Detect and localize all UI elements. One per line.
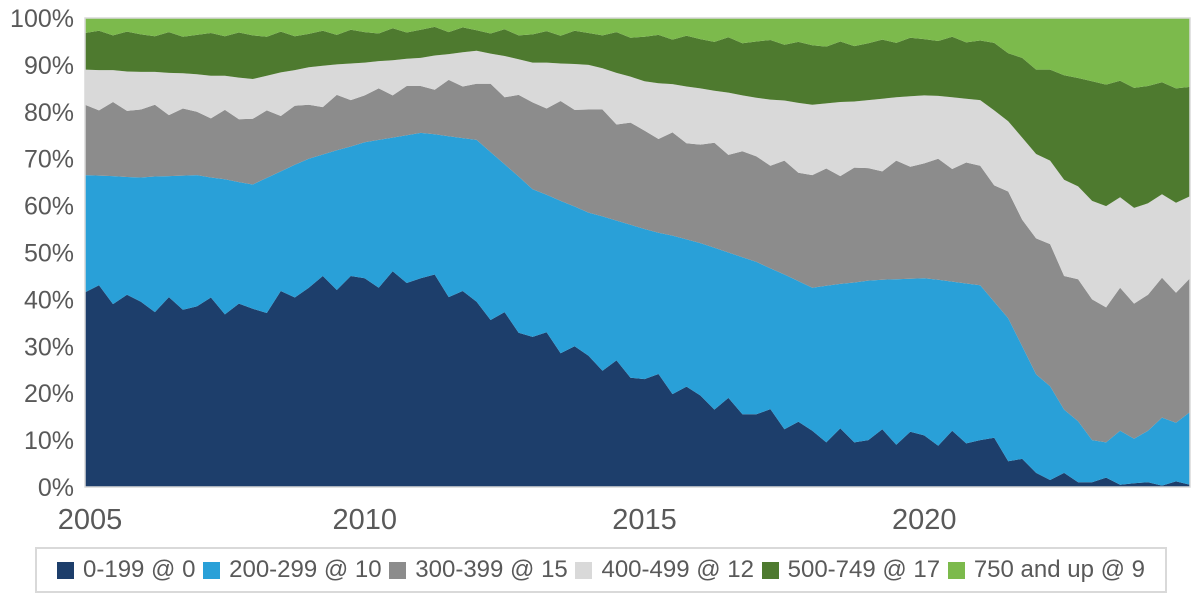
legend-label-300-399: 300-399 @ 15: [415, 556, 568, 583]
x-axis-tick-label: 2010: [332, 504, 397, 536]
y-axis-tick-label: 90%: [24, 52, 74, 80]
y-axis-tick-label: 0%: [38, 474, 74, 502]
y-axis-tick-label: 70%: [24, 146, 74, 174]
legend-label-0-199: 0-199 @ 0: [83, 556, 196, 583]
y-axis-tick-label: 40%: [24, 286, 74, 314]
y-axis-tick-label: 20%: [24, 380, 74, 408]
legend-item-200-299: 200-299 @ 10: [203, 556, 382, 583]
y-axis-tick-label: 60%: [24, 193, 74, 221]
legend-swatch-400-499: [575, 561, 593, 579]
area-band-750-and-up-9: [85, 18, 1190, 89]
legend-item-0-199: 0-199 @ 0: [57, 558, 195, 582]
area-band-200-299-10: [85, 132, 1190, 486]
legend-item-400-499: 400-499 @ 12: [575, 556, 754, 583]
legend-swatch-200-299: [203, 561, 221, 579]
y-axis-tick-label: 10%: [24, 427, 74, 455]
legend-item-300-399: 300-399 @ 15: [389, 556, 568, 583]
legend-item-750-up: 750 and up @ 9: [947, 556, 1145, 583]
x-axis-tick-label: 2020: [892, 504, 957, 536]
area-band-500-749-17: [85, 26, 1190, 208]
legend-swatch-500-749: [761, 561, 779, 579]
stacked-area-chart: 0% 10% 20% 30% 40% 50% 60% 70% 80% 90% 100% 2005 201…: [10, 5, 1191, 536]
legend-item-500-749: 500-749 @ 17: [761, 556, 941, 583]
x-axis-tick-label: 2005: [58, 504, 123, 536]
y-axis-tick-label: 30%: [24, 333, 74, 361]
legend-label-750-up: 750 and up @ 9: [973, 556, 1145, 583]
area-band-300-399-15: [85, 79, 1190, 443]
legend-swatch-0-199: [57, 561, 74, 579]
y-axis-tick-label: 80%: [24, 99, 74, 127]
x-axis-tick-label: 2015: [612, 504, 677, 536]
chart-legend: 0-199 @ 0 200-299 @ 10 300-399 @ 15 400-…: [35, 547, 1167, 593]
area-band-0-199-0: [85, 271, 1190, 487]
area-band-400-499-12: [85, 50, 1190, 308]
legend-swatch-300-399: [389, 561, 407, 579]
plot-border: [84, 17, 1191, 488]
legend-swatch-750-up: [947, 561, 965, 579]
y-axis-tick-label: 50%: [24, 240, 74, 268]
legend-label-500-749: 500-749 @ 17: [787, 556, 941, 583]
y-axis-tick-label: 100%: [10, 5, 74, 33]
legend-label-400-499: 400-499 @ 12: [601, 556, 754, 583]
legend-label-200-299: 200-299 @ 10: [229, 556, 382, 583]
